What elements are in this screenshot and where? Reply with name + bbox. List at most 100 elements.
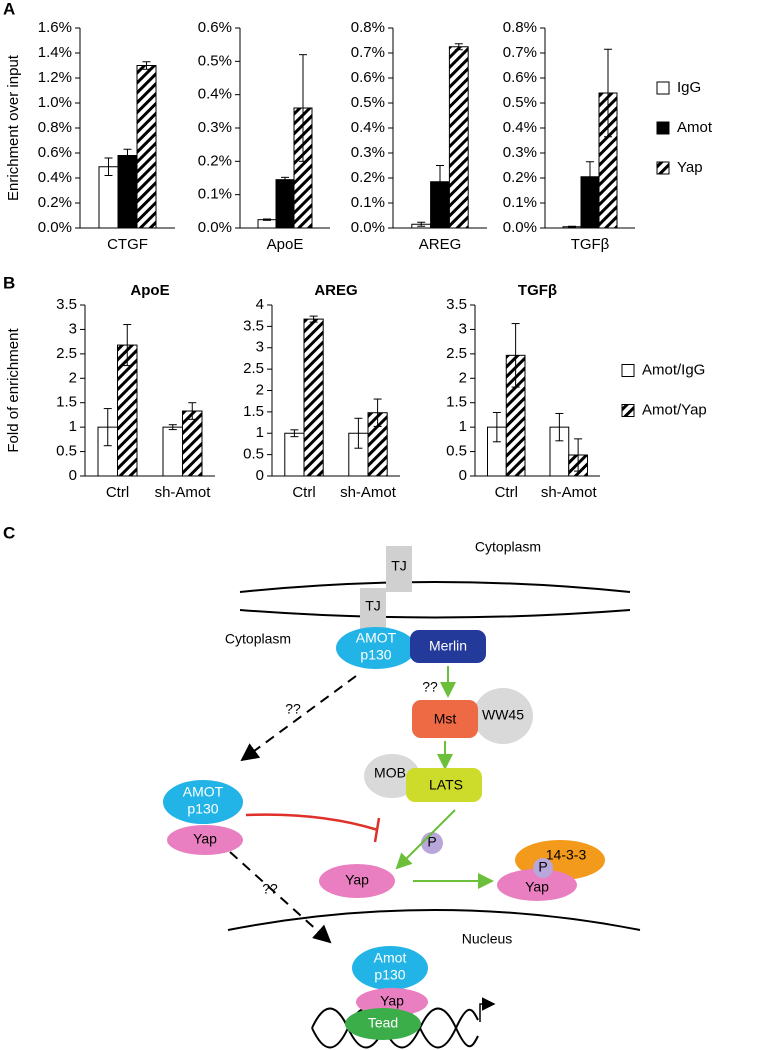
nuclear-membrane bbox=[227, 909, 641, 931]
node-label: p130 bbox=[374, 967, 405, 983]
node-label: MOB bbox=[374, 765, 406, 781]
panel-label: C bbox=[3, 523, 15, 542]
y-tick-label: 3.5 bbox=[56, 296, 77, 313]
y-tick-label: 0.8% bbox=[503, 19, 537, 36]
error-bar bbox=[104, 157, 113, 176]
y-tick-label: 0.8% bbox=[351, 19, 385, 36]
legend-swatch bbox=[656, 161, 670, 175]
arrow bbox=[240, 675, 357, 762]
node-label: p130 bbox=[187, 801, 218, 817]
y-tick-label: 0.5 bbox=[56, 443, 77, 460]
inhibition-bar bbox=[373, 817, 381, 843]
bar bbox=[182, 410, 203, 477]
y-tick-label: 0 bbox=[459, 467, 467, 484]
legend-swatch bbox=[656, 81, 670, 95]
y-tick-label: 3 bbox=[256, 339, 264, 356]
y-tick-label: 0.5% bbox=[351, 94, 385, 111]
x-tick-label: sh-Amot bbox=[541, 484, 598, 501]
error-bar bbox=[263, 218, 271, 221]
error-bar bbox=[417, 221, 426, 227]
legend-label: Amot/IgG bbox=[642, 361, 705, 378]
legend-label: Amot/Yap bbox=[642, 401, 707, 418]
y-tick-label: 0.8% bbox=[38, 119, 72, 136]
y-tick-label: 0.3% bbox=[198, 119, 232, 136]
y-tick-label: 0.6% bbox=[503, 69, 537, 86]
legend-label: Amot bbox=[677, 119, 713, 136]
node-label: LATS bbox=[429, 777, 463, 793]
error-bar bbox=[555, 412, 564, 442]
bar bbox=[275, 179, 295, 229]
y-tick-label: 3.5 bbox=[446, 296, 467, 313]
node-label: Merlin bbox=[429, 638, 467, 654]
error-bar bbox=[123, 324, 132, 367]
compartment-label: Cytoplasm bbox=[225, 631, 291, 647]
membrane bbox=[239, 581, 631, 593]
error-bar bbox=[574, 438, 583, 472]
chart-title: AREG bbox=[314, 282, 357, 299]
node-label: TJ bbox=[391, 558, 407, 574]
error-bar bbox=[290, 429, 299, 438]
error-bar bbox=[436, 165, 444, 199]
y-tick-label: 0.3% bbox=[351, 144, 385, 161]
merlin-node bbox=[410, 630, 486, 663]
y-tick-label: 0.3% bbox=[503, 144, 537, 161]
y-tick-label: 0.0% bbox=[38, 219, 72, 236]
compartment-label: Cytoplasm bbox=[475, 539, 541, 555]
node-label: Yap bbox=[525, 879, 549, 895]
arrow bbox=[229, 851, 332, 944]
x-tick-label: sh-Amot bbox=[155, 484, 212, 501]
error-bar bbox=[373, 398, 382, 427]
y-tick-label: 1.5 bbox=[446, 394, 467, 411]
y-tick-label: 1 bbox=[69, 418, 77, 435]
panel-label: A bbox=[3, 0, 15, 18]
legend-swatch bbox=[621, 404, 635, 417]
error-bar bbox=[586, 161, 594, 193]
node-label: p130 bbox=[360, 647, 391, 663]
legend-swatch bbox=[656, 121, 670, 135]
error-bar bbox=[281, 176, 289, 183]
error-bar bbox=[454, 43, 463, 51]
annotation: ?? bbox=[262, 881, 278, 897]
node-label: Tead bbox=[368, 1015, 398, 1031]
annotation: ?? bbox=[285, 701, 301, 717]
y-tick-label: 1 bbox=[459, 418, 467, 435]
legend-swatch bbox=[621, 364, 635, 377]
y-tick-label: 0.5% bbox=[503, 94, 537, 111]
y-tick-label: 1.2% bbox=[38, 69, 72, 86]
compartment-label: Nucleus bbox=[462, 931, 513, 947]
mst-node bbox=[412, 700, 478, 738]
y-axis-label: Enrichment over input bbox=[5, 54, 22, 201]
error-bar bbox=[142, 61, 151, 70]
panel-label: B bbox=[3, 273, 15, 292]
y-tick-label: 3 bbox=[459, 320, 467, 337]
y-tick-label: 0.0% bbox=[351, 219, 385, 236]
y-tick-label: 0.4% bbox=[351, 119, 385, 136]
y-tick-label: 0.0% bbox=[503, 219, 537, 236]
y-tick-label: 2.5 bbox=[243, 360, 264, 377]
node-label: Yap bbox=[345, 872, 369, 888]
pathway-diagram: Cytoplasm TJ TJ Cytoplasm AMOT p130 Merl… bbox=[163, 539, 641, 1049]
phospho bbox=[533, 858, 553, 878]
y-tick-label: 0.1% bbox=[503, 194, 537, 211]
y-tick-label: 1.5 bbox=[243, 403, 264, 420]
x-tick-label: CTGF bbox=[107, 236, 148, 253]
x-tick-label: Ctrl bbox=[106, 484, 129, 501]
y-tick-label: 0.2% bbox=[503, 169, 537, 186]
y-tick-label: 0.2% bbox=[198, 152, 232, 169]
node-label: P bbox=[538, 859, 547, 875]
x-tick-label: Ctrl bbox=[495, 484, 518, 501]
error-bar bbox=[103, 408, 112, 447]
y-tick-label: 1.5 bbox=[56, 394, 77, 411]
y-tick-label: 0.6% bbox=[198, 19, 232, 36]
y-tick-label: 1 bbox=[256, 424, 264, 441]
error-bar bbox=[309, 315, 318, 323]
y-tick-label: 0.4% bbox=[503, 119, 537, 136]
node-label: Yap bbox=[380, 993, 404, 1009]
x-tick-label: ApoE bbox=[267, 236, 304, 253]
y-tick-label: 0.5 bbox=[243, 446, 264, 463]
node-label: TJ bbox=[365, 598, 381, 614]
bar bbox=[136, 65, 157, 229]
legend-label: IgG bbox=[677, 79, 701, 96]
y-tick-label: 2.5 bbox=[446, 345, 467, 362]
